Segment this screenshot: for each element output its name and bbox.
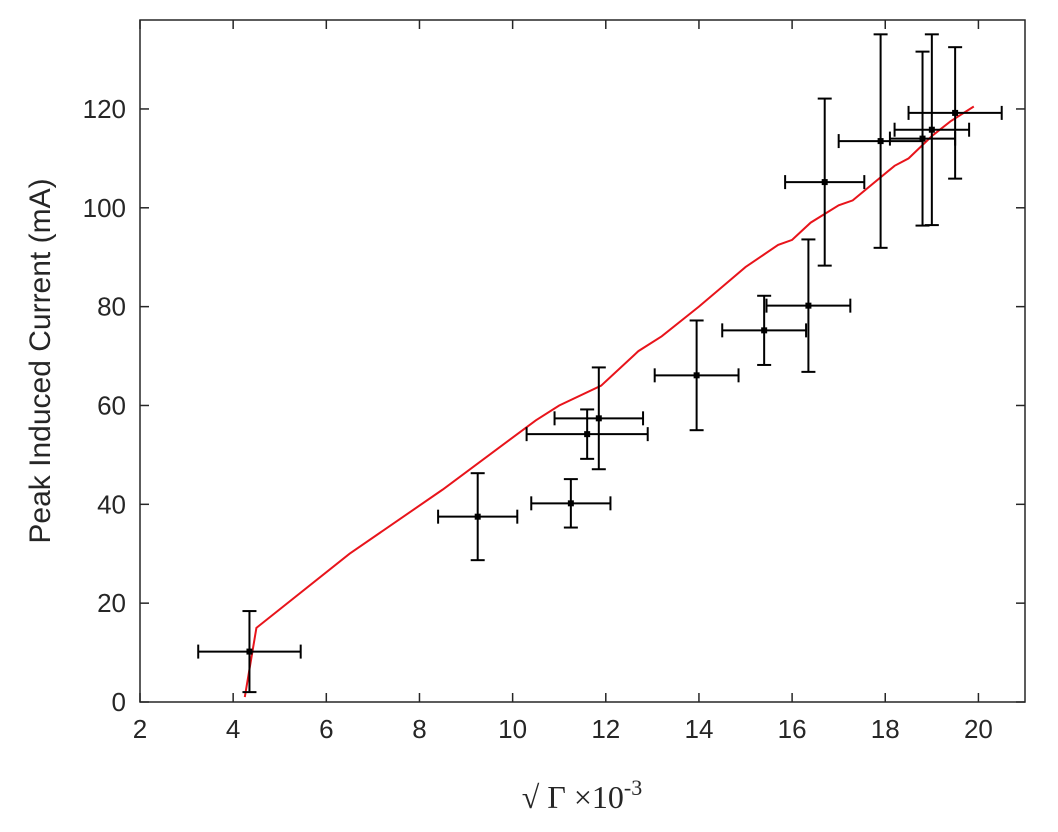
data-point (907, 46, 1003, 180)
data-point (784, 97, 866, 267)
data-point (553, 366, 645, 471)
data-point (530, 478, 612, 529)
data-point-marker (595, 415, 602, 422)
x-tick-label: 14 (684, 714, 713, 744)
x-tick-label: 8 (412, 714, 426, 744)
x-tick-label: 10 (498, 714, 527, 744)
y-axis-label: Peak Induced Current (mA) (24, 178, 57, 543)
x-axis-label-exponent: -3 (624, 775, 642, 800)
data-point-marker (246, 648, 253, 655)
x-tick-label: 12 (591, 714, 620, 744)
data-point-marker (952, 109, 959, 116)
data-point-marker (474, 513, 481, 520)
data-point-marker (693, 372, 700, 379)
data-point (765, 238, 852, 373)
data-point (888, 50, 957, 227)
data-point (197, 610, 302, 694)
y-tick-label: 120 (83, 94, 126, 124)
x-tick-label: 2 (133, 714, 147, 744)
y-tick-label: 60 (97, 390, 126, 420)
x-axis-label: √ Γ ×10-3 (522, 775, 642, 815)
data-point (653, 319, 740, 432)
data-point-marker (928, 126, 935, 133)
y-tick-label: 40 (97, 489, 126, 519)
x-tick-label: 16 (778, 714, 807, 744)
data-point (893, 33, 971, 227)
data-point (437, 472, 519, 562)
x-axis-label-main: √ Γ ×10 (522, 779, 624, 815)
y-tick-label: 20 (97, 588, 126, 618)
x-tick-label: 18 (871, 714, 900, 744)
data-point-marker (821, 179, 828, 186)
y-tick-label: 0 (112, 687, 126, 717)
y-axis-ticks: 0 20 40 60 80 100 120 (83, 94, 1025, 717)
y-tick-label: 80 (97, 292, 126, 322)
data-point-marker (761, 327, 768, 334)
fit-line-group (243, 105, 975, 698)
data-point-marker (567, 500, 574, 507)
fit-line (243, 105, 975, 698)
x-tick-label: 20 (964, 714, 993, 744)
data-point-marker (805, 302, 812, 309)
data-point-marker (919, 135, 926, 142)
data-point (721, 294, 808, 366)
plot-area (139, 19, 1026, 703)
data-points-group (197, 33, 1003, 694)
x-tick-label: 6 (319, 714, 333, 744)
data-point-marker (877, 138, 884, 145)
y-tick-label: 100 (83, 193, 126, 223)
x-tick-label: 4 (226, 714, 240, 744)
x-axis-ticks: 2 4 6 8 10 12 14 16 18 20 (133, 20, 993, 744)
data-point-marker (584, 431, 591, 438)
